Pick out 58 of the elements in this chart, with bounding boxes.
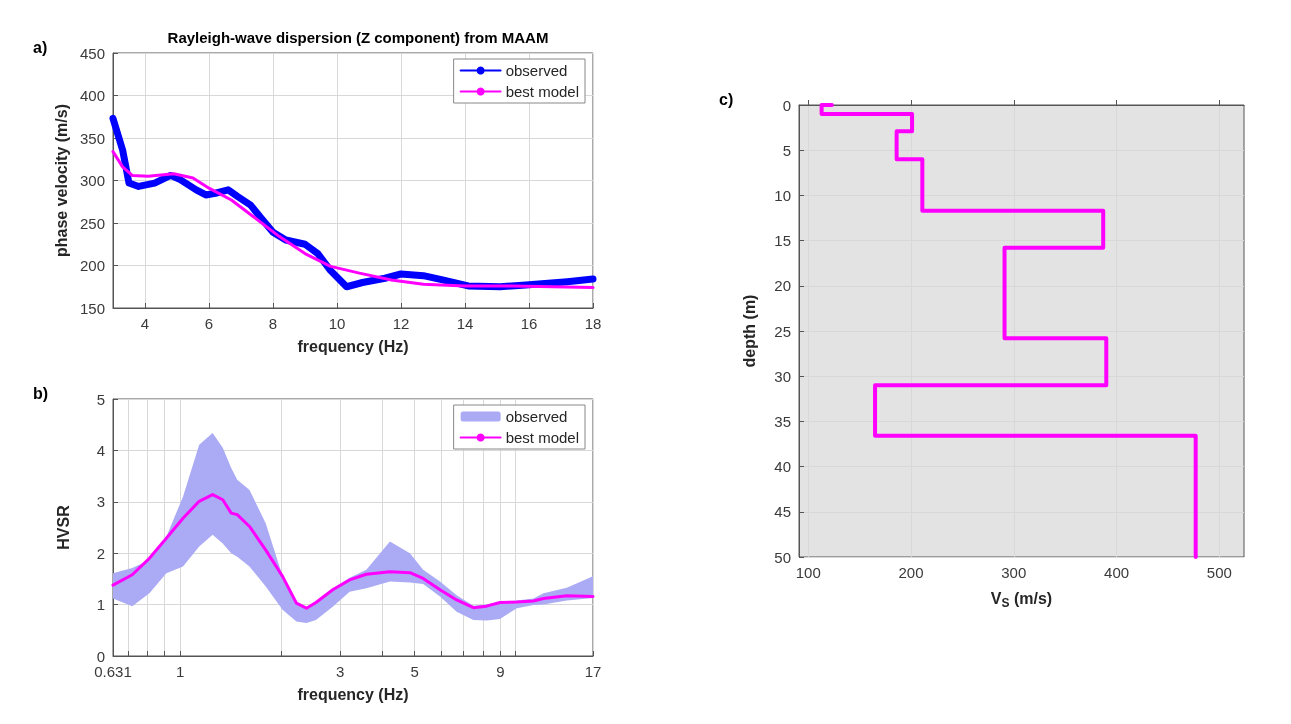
y-axis-title: depth (m) [740, 294, 758, 368]
x-tick-label: 12 [392, 315, 410, 332]
legend-label: observed [505, 62, 568, 79]
x-tick-label: 3 [336, 663, 345, 680]
x-tick-label: 16 [520, 315, 538, 332]
y-tick-label: 150 [79, 299, 105, 317]
text: c) [719, 90, 734, 108]
y-tick-label: 350 [79, 129, 105, 147]
text: b) [33, 384, 49, 402]
y-tick-label: 1 [96, 596, 105, 614]
legend-label: best model [505, 83, 579, 100]
y-tick-label: 400 [79, 87, 105, 104]
y-tick-label: 45 [774, 503, 791, 521]
line-series [111, 150, 595, 290]
x-tick-label: 14 [456, 315, 474, 332]
x-tick-label: 17 [584, 663, 602, 680]
y-tick-label: 20 [774, 277, 791, 295]
y-tick-label: 5 [96, 390, 105, 408]
x-tick-label: 18 [584, 315, 602, 332]
x-tick-label: 500 [1206, 564, 1232, 581]
y-tick-label: 0 [96, 647, 105, 665]
x-tick-label: 4 [140, 315, 150, 332]
y-axis-title: phase velocity (m/s) [52, 104, 70, 257]
y-tick-label: 40 [774, 458, 791, 476]
x-tick-label: 1 [175, 663, 185, 680]
y-tick-label: 0 [782, 96, 791, 114]
y-tick-label: 2 [96, 544, 105, 562]
x-tick-label: 8 [268, 315, 278, 332]
y-axis-title: HVSR [54, 504, 72, 550]
y-tick-label: 4 [96, 441, 105, 459]
legend-label: best model [505, 429, 579, 446]
chart-title: Rayleigh-wave dispersion (Z component) from MAAM [167, 29, 549, 46]
y-tick-label: 300 [79, 172, 105, 189]
legend-label: observed [505, 408, 568, 425]
x-axis-title: frequency (Hz) [297, 685, 409, 703]
y-tick-label: 3 [96, 493, 105, 511]
y-tick-label: 200 [79, 257, 105, 274]
y-tick-label: 450 [79, 44, 105, 62]
x-tick-label: 100 [795, 564, 821, 581]
x-tick-label: 400 [1104, 564, 1130, 581]
text: a) [33, 38, 48, 56]
x-tick-label: 10 [328, 315, 346, 332]
x-tick-label: 6 [204, 315, 214, 332]
y-tick-label: 250 [79, 214, 105, 232]
y-tick-label: 15 [774, 232, 791, 250]
x-tick-label: 200 [898, 564, 924, 581]
x-tick-label: 5 [410, 663, 419, 680]
y-tick-label: 35 [774, 412, 791, 430]
x-tick-label: 300 [1001, 564, 1027, 581]
y-tick-label: 50 [774, 548, 791, 566]
x-tick-label: 9 [496, 663, 505, 680]
y-tick-label: 10 [774, 186, 791, 204]
y-tick-label: 25 [774, 322, 791, 340]
x-axis-title: frequency (Hz) [297, 337, 409, 355]
x-tick-label: 0.631 [94, 663, 132, 680]
y-tick-label: 30 [774, 367, 791, 385]
y-tick-label: 5 [782, 141, 791, 159]
line-series [819, 103, 1198, 559]
